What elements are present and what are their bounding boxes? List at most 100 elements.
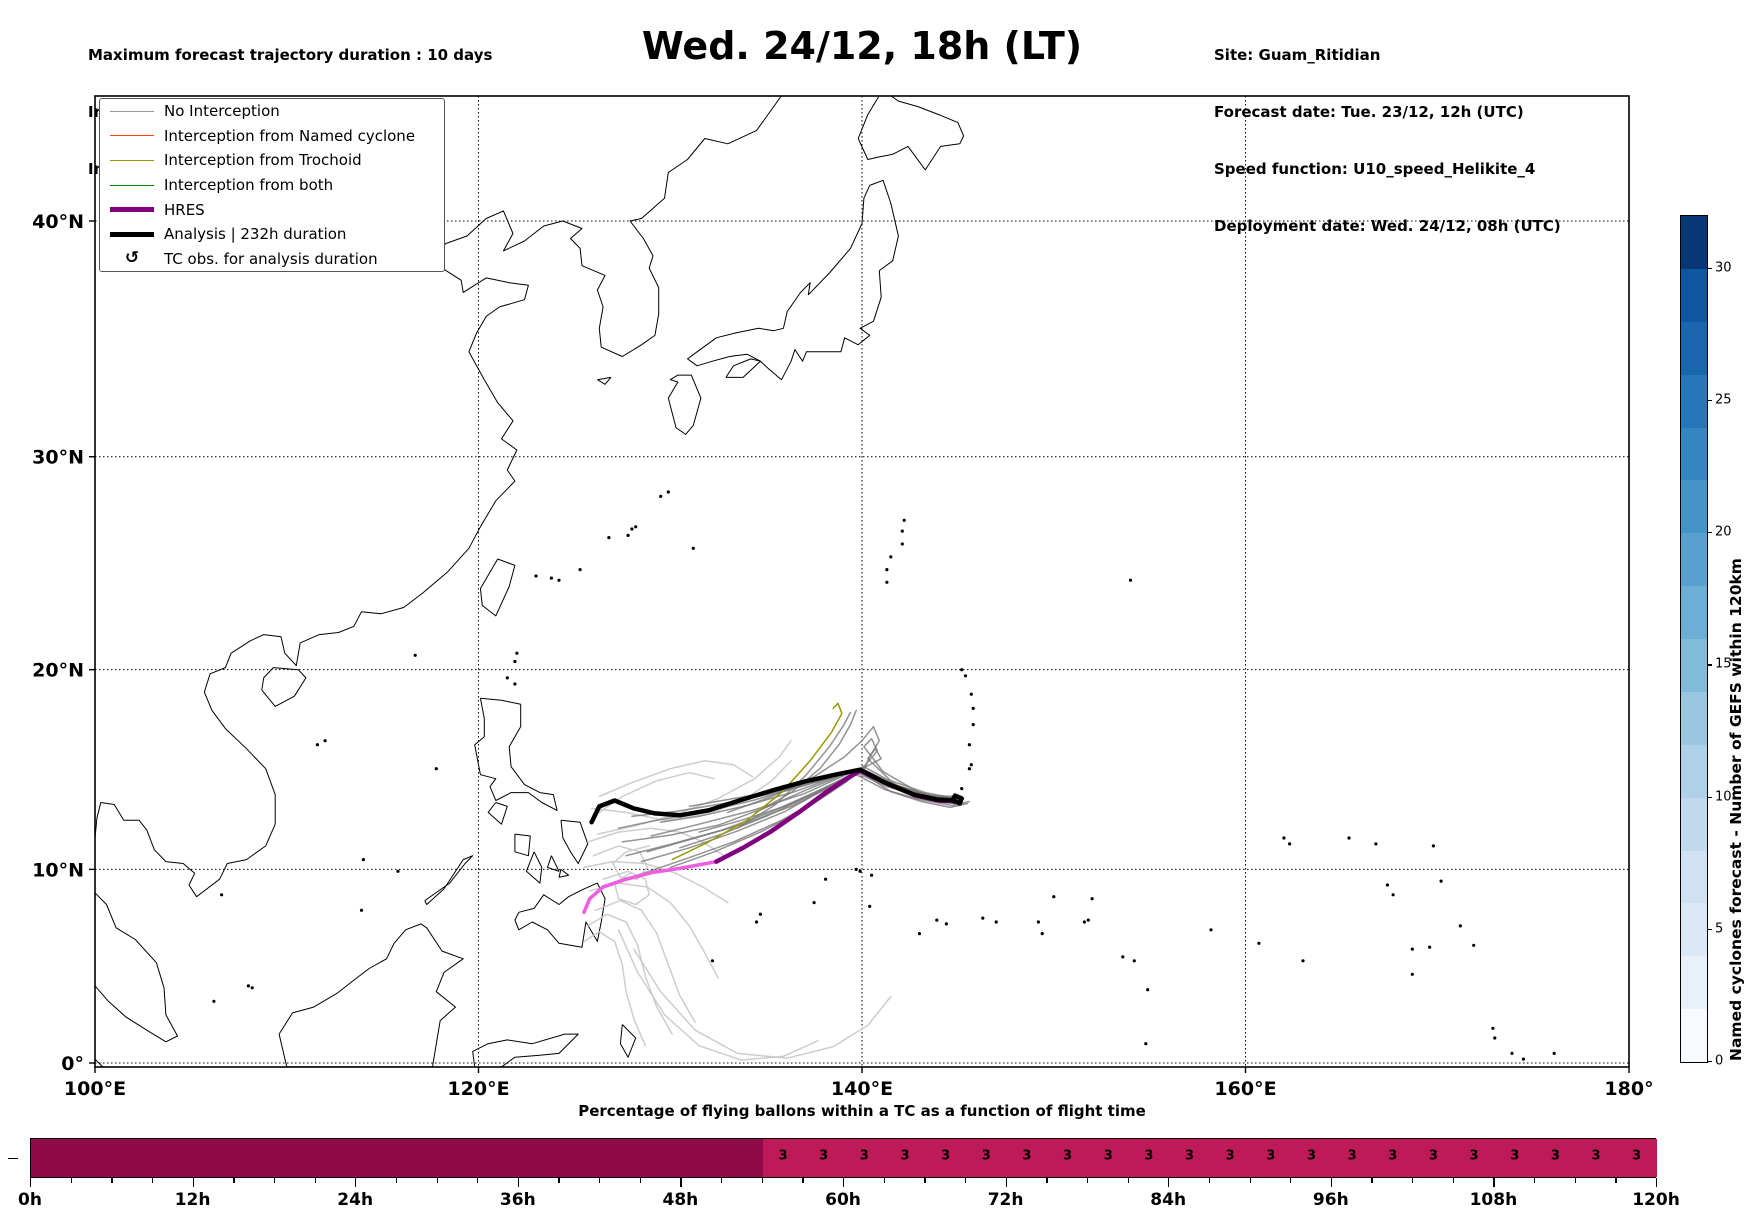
island-dot-29 [969,692,973,696]
island-dot-76 [1552,1051,1556,1055]
trajectory-gefs-members-7 [669,747,957,869]
island-dot-30 [963,674,968,678]
colorbar-title: Named cyclones forecast - Number of GEFS… [1727,558,1745,1061]
colorbar-tick-0 [1707,1061,1712,1063]
island-dot-31 [960,668,964,672]
time-major-tick-36h [517,1178,520,1187]
colorbar-tick-label-10: 10 [1715,789,1732,805]
island-dot-55 [1146,988,1150,992]
time-minor-tick-102h [1412,1178,1414,1183]
legend-label: TC obs. for analysis duration [164,249,378,268]
trajectory-no-interception-0 [598,759,754,798]
island-dot-69 [1410,947,1414,951]
coastline-13 [547,855,560,872]
legend-line-sample [110,135,154,137]
legend-label: HRES [164,200,205,219]
colorbar-tick-5 [1707,928,1712,930]
coastline-16 [424,855,474,905]
time-minor-tick-105h [1452,1178,1455,1183]
time-minor-tick-18h [273,1178,276,1183]
bin-count-label-14: 3 [1347,1148,1357,1164]
colorbar-tick-30 [1707,267,1712,270]
bin-count-label-12: 3 [1266,1148,1276,1164]
legend-line-icon [110,135,154,137]
trajectory-no-interception-7 [583,930,647,1047]
time-minor-tick-78h [1086,1178,1089,1183]
bottom-chart-y-tick [8,1158,18,1160]
time-minor-tick-27h [395,1178,398,1183]
island-dot-83 [359,908,364,912]
legend-line-icon [110,207,154,213]
trajectory-hres-early [582,859,719,915]
time-major-tick-60h [843,1178,845,1187]
flight-time-bar: 3 3 3 3 3 3 3 3 3 3 3 3 3 3 3 3 3 3 3 3 3 3 [30,1138,1657,1178]
legend-line-icon [110,110,154,112]
trajectory-no-interception-3 [583,860,729,904]
time-minor-tick-54h [761,1178,763,1183]
colorbar-segment-14 [1681,268,1707,322]
island-dot-35 [758,912,763,916]
island-dot-45 [994,920,998,924]
trajectory-no-interception-9 [602,870,650,906]
y-tick-label-40: 40°N [32,211,84,233]
x-tick-label-100: 100°E [64,1078,126,1100]
coastline-10 [560,819,589,864]
gridlines [95,96,1629,1067]
x-tick-label-180: 180° [1604,1078,1653,1100]
island-dot-14 [505,676,509,680]
island-dot-52 [1121,955,1125,959]
colorbar-segment-2 [1681,903,1707,957]
island-dot-68 [1428,945,1432,949]
tc-obs-marker-icon: ↺ [110,248,154,269]
legend-row-4: HRES [100,197,444,222]
cyclone-glyph-icon: ↺ [124,248,140,269]
site-text: Site: Guam_Ritidian [1214,46,1381,64]
colorbar-tick-label-25: 25 [1715,392,1732,408]
island-dot-73 [1493,1036,1497,1040]
colorbar-segment-13 [1681,321,1707,375]
colorbar-tick-20 [1707,532,1712,534]
colorbar-segment-3 [1681,850,1707,904]
island-dot-15 [902,518,906,522]
island-dot-59 [1288,842,1292,846]
max-duration-text: Maximum forecast trajectory duration : 1… [88,46,493,64]
trajectory-gefs-members-13 [755,709,857,814]
trajectory-no-interception-2 [587,827,725,857]
colorbar-segment-5 [1681,744,1707,798]
speed-function-text: Speed function: U10_speed_Helikite_4 [1214,160,1536,178]
legend-row-5: Analysis | 232h duration [100,222,444,247]
island-dot-77 [413,653,417,657]
legend-row-2: Interception from Trochoid [100,148,444,173]
bin-count-label-18: 3 [1510,1148,1520,1164]
time-minor-tick-9h [151,1178,154,1183]
coastline-7 [261,667,307,707]
island-dot-50 [1086,918,1090,922]
island-dot-13 [513,682,517,686]
time-tick-label-60h: 60h [825,1190,861,1210]
island-dot-53 [1132,959,1136,963]
bar-segment-0 [31,1139,763,1177]
y-tick-label-10: 10°N [32,859,84,881]
island-dot-16 [900,529,904,533]
trajectory-no-interception-8 [592,845,650,880]
island-dot-60 [1282,836,1286,840]
bin-count-label-5: 3 [981,1148,991,1164]
island-dot-64 [1385,883,1389,887]
island-dot-44 [981,916,985,920]
deployment-date-text: Deployment date: Wed. 24/12, 08h (UTC) [1214,217,1561,235]
time-tick-label-36h: 36h [499,1190,536,1210]
colorbar-tick-label-5: 5 [1715,921,1724,937]
island-dot-26 [967,743,972,747]
legend-row-1: Interception from Named cyclone [100,124,444,149]
colorbar-tick-label-0: 0 [1715,1053,1724,1069]
forecast-date-text: Forecast date: Tue. 23/12, 12h (UTC) [1214,103,1524,121]
island-dot-81 [361,858,365,862]
time-minor-tick-15h [233,1178,235,1183]
island-dot-86 [212,999,216,1003]
time-minor-tick-87h [1208,1178,1211,1183]
time-minor-tick-75h [1046,1178,1048,1183]
time-major-tick-12h [192,1178,194,1187]
legend-row-6: ↺ TC obs. for analysis duration [100,247,444,272]
bin-count-label-13: 3 [1306,1148,1316,1164]
